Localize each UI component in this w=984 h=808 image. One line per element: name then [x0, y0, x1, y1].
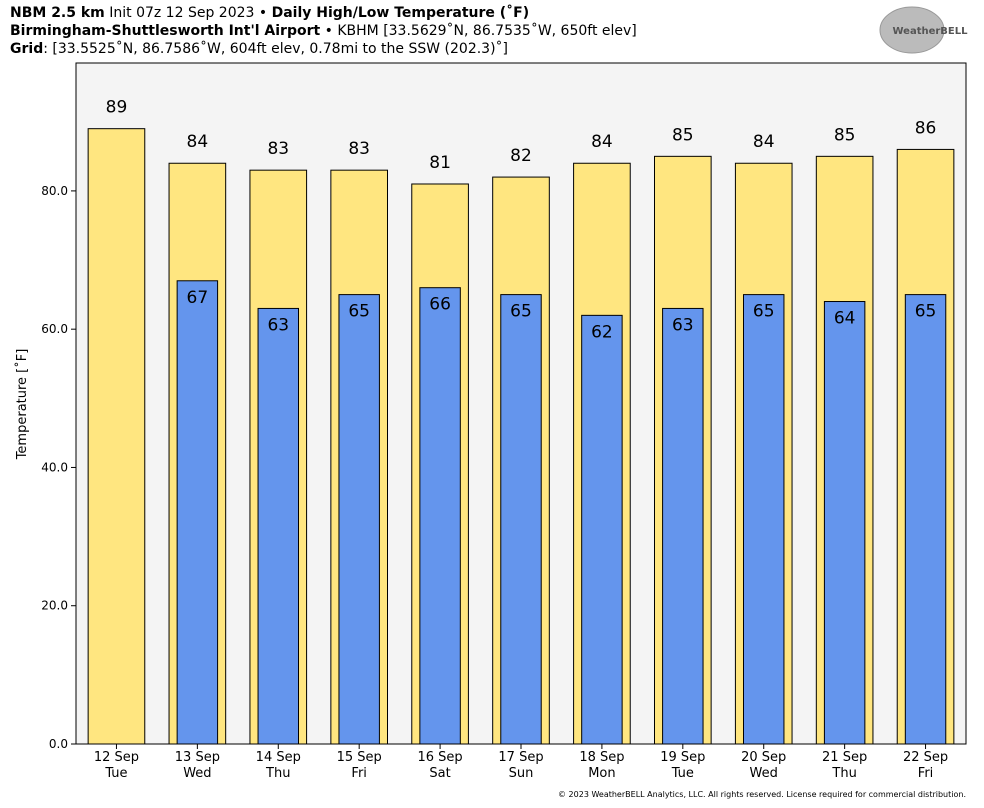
- x-tick-label: 15 Sep: [337, 750, 382, 765]
- y-tick-label: 40.0: [41, 460, 68, 474]
- value-label: 86: [915, 118, 937, 138]
- x-tick-label: 13 Sep: [175, 750, 220, 765]
- x-tick-sublabel: Thu: [265, 766, 290, 781]
- x-tick-sublabel: Wed: [183, 766, 211, 781]
- x-tick-sublabel: Thu: [831, 766, 856, 781]
- grid-label: Grid: [10, 41, 44, 57]
- value-label: 66: [429, 295, 451, 315]
- x-tick-label: 20 Sep: [741, 750, 786, 765]
- bar: [257, 307, 299, 745]
- bar: [581, 314, 623, 745]
- value-label: 67: [187, 288, 209, 308]
- x-tick-label: 12 Sep: [94, 750, 139, 765]
- x-tick-sublabel: Fri: [918, 766, 934, 781]
- station-line: Birmingham-Shuttlesworth Int'l Airport •…: [10, 23, 637, 39]
- copyright: © 2023 WeatherBELL Analytics, LLC. All r…: [558, 790, 966, 799]
- value-label: 85: [672, 125, 694, 145]
- value-label: 62: [591, 322, 613, 342]
- model: NBM 2.5 km: [10, 5, 105, 21]
- value-label: 63: [672, 315, 694, 335]
- init: Init 07z 12 Sep 2023 •: [109, 5, 268, 21]
- bar: [823, 301, 866, 745]
- grid-info: : [33.5525˚N, 86.7586˚W, 604ft elev, 0.7…: [43, 41, 509, 57]
- bar: [419, 287, 461, 745]
- value-label: 65: [348, 302, 370, 322]
- x-tick-label: 14 Sep: [256, 750, 301, 765]
- bar: [662, 307, 704, 745]
- bar: [338, 294, 380, 745]
- product: Daily High/Low Temperature (˚F): [271, 5, 530, 21]
- value-label: 65: [510, 302, 532, 322]
- value-label: 64: [834, 309, 856, 329]
- y-tick-label: 60.0: [41, 322, 68, 336]
- logo-mark: [879, 6, 945, 54]
- x-tick-label: 18 Sep: [579, 750, 624, 765]
- value-label: 83: [267, 139, 289, 159]
- value-label: 65: [915, 302, 937, 322]
- station: Birmingham-Shuttlesworth Int'l Airport: [10, 23, 321, 39]
- x-tick-sublabel: Tue: [671, 766, 694, 781]
- value-label: 65: [753, 302, 775, 322]
- bar: [176, 280, 219, 745]
- x-tick-sublabel: Sat: [429, 766, 450, 781]
- logo: WeatherBELL: [879, 6, 968, 54]
- x-tick-sublabel: Fri: [351, 766, 367, 781]
- value-label: 84: [591, 132, 613, 152]
- bar: [743, 294, 785, 745]
- y-tick-label: 20.0: [41, 599, 68, 613]
- y-tick-label: 80.0: [41, 184, 68, 198]
- bar: [500, 294, 542, 745]
- value-label: 89: [106, 98, 128, 118]
- x-tick-label: 16 Sep: [417, 750, 462, 765]
- value-label: 63: [267, 315, 289, 335]
- bar: [87, 128, 146, 745]
- y-axis-label: Temperature [˚F]: [14, 349, 30, 461]
- bar: [904, 294, 947, 745]
- x-tick-sublabel: Tue: [104, 766, 127, 781]
- y-tick-label: 0.0: [49, 737, 68, 751]
- title-line: NBM 2.5 km Init 07z 12 Sep 2023 • Daily …: [10, 5, 529, 21]
- value-label: 83: [348, 139, 370, 159]
- x-tick-sublabel: Mon: [588, 766, 615, 781]
- value-label: 82: [510, 146, 532, 166]
- x-tick-label: 19 Sep: [660, 750, 705, 765]
- value-label: 84: [753, 132, 775, 152]
- value-label: 84: [187, 132, 209, 152]
- x-tick-label: 22 Sep: [903, 750, 948, 765]
- x-tick-sublabel: Wed: [750, 766, 778, 781]
- x-tick-label: 17 Sep: [498, 750, 543, 765]
- grid-line-info: Grid: [33.5525˚N, 86.7586˚W, 604ft elev,…: [10, 41, 508, 57]
- station-info: • KBHM [33.5629˚N, 86.7535˚W, 650ft elev…: [324, 23, 637, 39]
- logo-text: WeatherBELL: [892, 26, 968, 37]
- value-label: 81: [429, 153, 451, 173]
- x-tick-label: 21 Sep: [822, 750, 867, 765]
- x-tick-sublabel: Sun: [509, 766, 534, 781]
- value-label: 85: [834, 125, 856, 145]
